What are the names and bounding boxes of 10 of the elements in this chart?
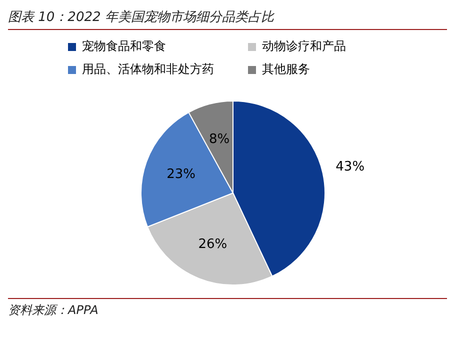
data-label: 8% [208,132,230,148]
data-label: 43% [336,159,365,174]
legend-label: 其他服务 [262,61,310,78]
legend-label: 动物诊疗和产品 [262,38,346,55]
chart-title: 图表 10：2022 年美国宠物市场细分品类占比 [8,8,447,30]
data-label: 26% [198,236,228,252]
text: 资料来源：APPA [8,302,100,319]
legend-label: 用品、活体物和非处方药 [82,61,214,78]
legend-label: 宠物食品和零食 [82,38,166,55]
data-label: 23% [166,166,196,182]
